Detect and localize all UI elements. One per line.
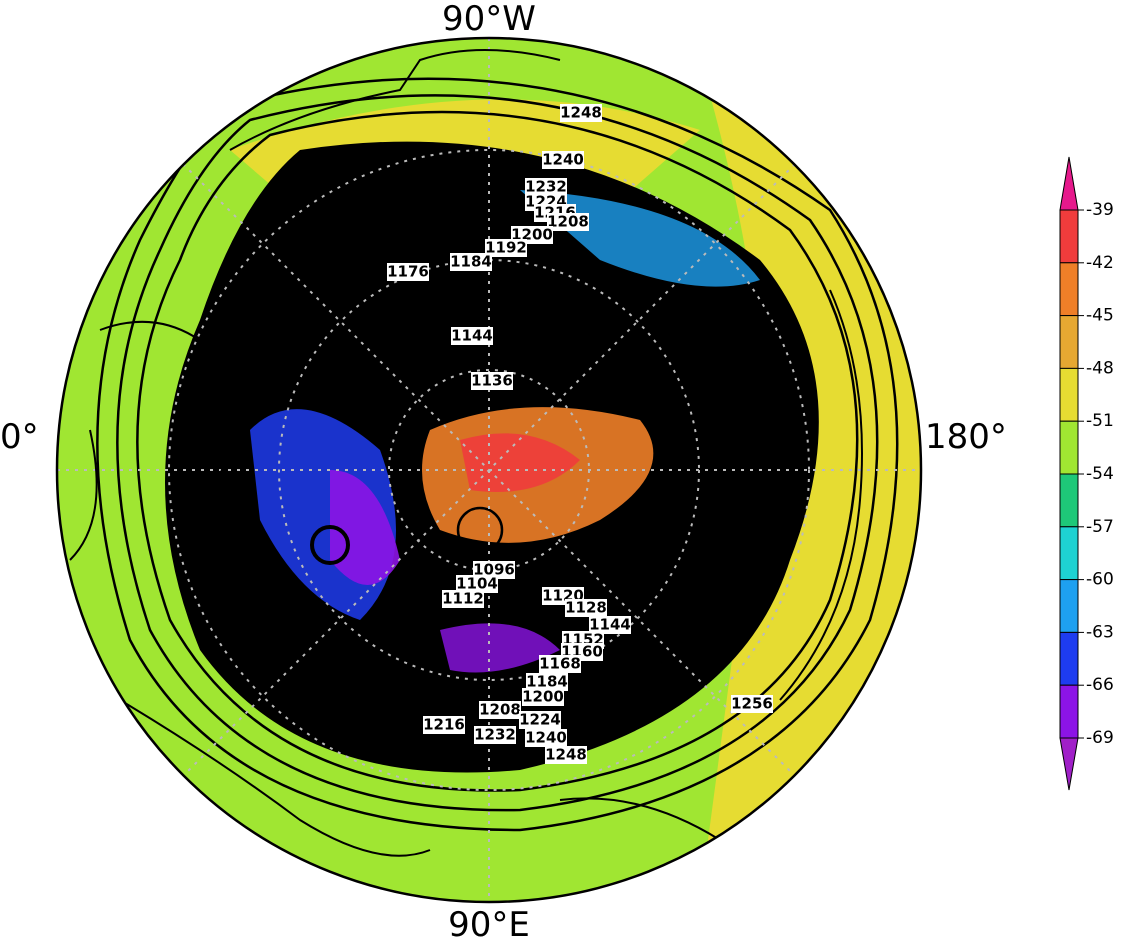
graticule xyxy=(57,38,921,902)
colorbar-label: -54 xyxy=(1086,464,1114,484)
contour-label: 1248 xyxy=(545,746,587,764)
contour-label-box xyxy=(479,701,521,719)
colorbar-cap xyxy=(1059,737,1079,791)
colorbar-segment xyxy=(1059,579,1079,633)
contour-label: 1112 xyxy=(442,590,484,608)
contour-label: 1208 xyxy=(479,701,521,719)
contour-label: 1216 xyxy=(423,716,465,734)
contour-label: 1224 xyxy=(519,711,561,729)
colorbar-label: -51 xyxy=(1086,411,1114,431)
contour-label: 1176 xyxy=(387,263,429,281)
colorbar-segment xyxy=(1059,367,1079,422)
contour-label: 1248 xyxy=(560,104,602,122)
colorbar-label: -69 xyxy=(1086,728,1114,748)
colorbar-segment xyxy=(1059,684,1079,739)
contour-labels: 1248124012321224121612081200119211841176… xyxy=(387,104,773,764)
contour-label: 1104 xyxy=(456,575,498,593)
longitude-label: 90°E xyxy=(448,905,530,945)
longitude-label: 180° xyxy=(925,417,1007,457)
longitude-label: 0° xyxy=(0,417,39,457)
contour-label: 1208 xyxy=(547,213,589,231)
contour-label-box xyxy=(539,655,581,673)
colorbar-label: -57 xyxy=(1086,517,1114,537)
contour-label: 1232 xyxy=(525,178,567,196)
contour-label: 1096 xyxy=(473,561,515,579)
contour-label-box xyxy=(451,327,493,345)
contour-label-box xyxy=(471,372,513,390)
contour-label-box xyxy=(526,673,568,691)
contour-label: 1232 xyxy=(474,726,516,744)
contour-label: 1240 xyxy=(542,151,584,169)
contour-label-box xyxy=(485,239,527,257)
contour-label-box xyxy=(525,729,567,747)
contour-label: 1240 xyxy=(525,729,567,747)
contour-label: 1144 xyxy=(589,616,631,634)
contour-label-box xyxy=(542,151,584,169)
contour-label-box xyxy=(387,263,429,281)
contour-label-box xyxy=(589,616,631,634)
colorbar-segment xyxy=(1059,473,1079,528)
colorbar-label: -42 xyxy=(1086,253,1114,273)
contour-label-box xyxy=(474,726,516,744)
contour-label-box xyxy=(547,213,589,231)
contour-label-box xyxy=(565,599,607,617)
colorbar-label: -66 xyxy=(1086,675,1114,695)
contour-label: 1184 xyxy=(526,673,568,691)
contour-label-box xyxy=(473,561,515,579)
contour-label: 1144 xyxy=(451,327,493,345)
contour-label-box xyxy=(731,695,773,713)
contour-label-box xyxy=(525,178,567,196)
contour-label-box xyxy=(522,688,564,706)
colorbar-label: -45 xyxy=(1086,306,1114,326)
contour-label: 1136 xyxy=(471,372,513,390)
colorbar-label: -48 xyxy=(1086,358,1114,378)
contour-label: 1184 xyxy=(450,253,492,271)
cold-region xyxy=(440,623,560,673)
colorbar-segment xyxy=(1059,315,1079,369)
colorbar-segment xyxy=(1059,631,1079,686)
colorbar-segment xyxy=(1059,526,1079,581)
longitude-label: 90°W xyxy=(442,0,536,39)
colorbar-label: -39 xyxy=(1086,200,1114,220)
contour-label-box xyxy=(456,575,498,593)
colorbar: -39 -42 -45 -48 -51 -54 -57 -60 -63 -66 -69 xyxy=(1059,156,1114,791)
colorbar-label: -60 xyxy=(1086,570,1114,590)
contour-label: 1168 xyxy=(539,655,581,673)
contour-label-box xyxy=(423,716,465,734)
contour-label-box xyxy=(442,590,484,608)
map-field xyxy=(57,38,921,902)
contour-label-box xyxy=(450,253,492,271)
contour-label: 1192 xyxy=(485,239,527,257)
coastlines xyxy=(69,49,863,901)
map-border xyxy=(55,36,923,904)
colorbar-label: -63 xyxy=(1086,622,1114,642)
contour-label: 1128 xyxy=(565,599,607,617)
contour-label-box xyxy=(545,746,587,764)
contour-label: 1256 xyxy=(731,695,773,713)
colorbar-segment xyxy=(1059,262,1079,317)
contour-label: 1200 xyxy=(522,688,564,706)
colorbar-segment xyxy=(1059,420,1079,475)
warm-core xyxy=(460,433,580,492)
colorbar-cap xyxy=(1059,156,1079,211)
contour-label-box xyxy=(560,104,602,122)
cold-region xyxy=(330,470,400,585)
contour-label-box xyxy=(519,711,561,729)
colorbar-segment xyxy=(1059,209,1079,264)
